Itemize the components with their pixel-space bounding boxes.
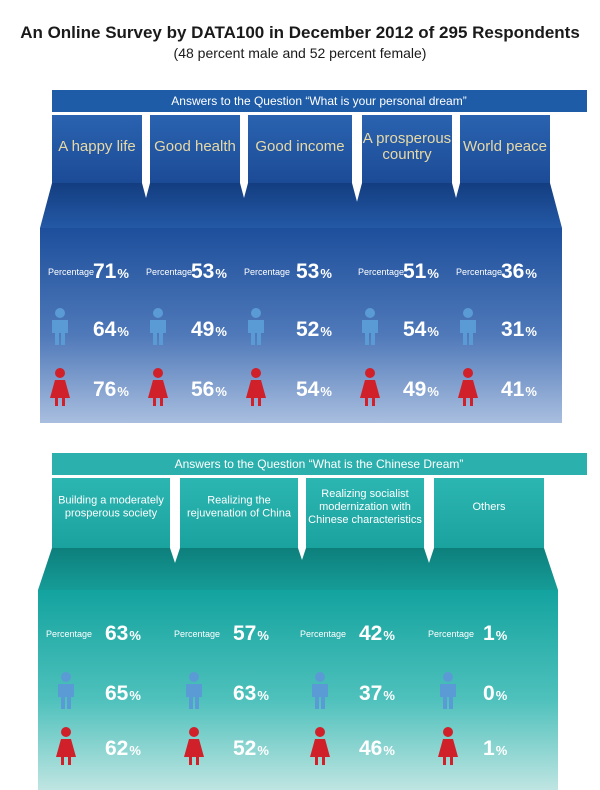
percentage-label: Percentage xyxy=(46,629,92,639)
female-person-icon xyxy=(50,368,70,406)
stat-value: 71% xyxy=(93,260,129,283)
chinese-dream-band xyxy=(52,453,587,475)
dream-card: Building a moderately prosperous society P… xyxy=(38,478,184,790)
dream-card: Good income Percentage 53% 52% 54% xyxy=(236,115,364,423)
card-header-panel xyxy=(460,115,550,183)
answer-label: Realizing the rejuvenation of China xyxy=(187,495,292,520)
stat-value: 42% xyxy=(359,622,395,645)
card-header-panel xyxy=(306,478,424,548)
stat-value: 0% xyxy=(483,682,508,705)
card-fold xyxy=(420,548,558,590)
answer-label: A happy life xyxy=(58,138,136,155)
female-person-icon xyxy=(310,727,330,765)
female-person-icon xyxy=(246,368,266,406)
stat-value: 63% xyxy=(105,622,141,645)
male-person-icon xyxy=(312,672,328,709)
female-person-icon xyxy=(148,368,168,406)
male-person-icon xyxy=(248,308,264,345)
chinese-dream-cards: Building a moderately prosperous society P… xyxy=(38,478,558,790)
card-header-panel xyxy=(434,478,544,548)
stat-value: 53% xyxy=(296,260,332,283)
percentage-label: Percentage xyxy=(146,267,192,277)
stat-value: 62% xyxy=(105,737,141,760)
male-person-icon xyxy=(362,308,378,345)
chart-title: An Online Survey by DATA100 in December … xyxy=(20,23,580,42)
stat-value: 46% xyxy=(359,737,395,760)
answer-label: Building a moderately prosperous society xyxy=(58,495,164,520)
dream-card: Realizing the rejuvenation of China Percen… xyxy=(166,478,312,790)
percentage-label: Percentage xyxy=(358,267,404,277)
card-header-panel xyxy=(248,115,352,183)
dream-card: Others Percentage 1% 0% 1% xyxy=(420,478,558,790)
answer-label: World peace xyxy=(463,138,547,155)
percentage-label: Percentage xyxy=(456,267,502,277)
card-fold xyxy=(292,548,438,590)
chart-subtitle: (48 percent male and 52 percent female) xyxy=(174,45,427,61)
answer-label: Good health xyxy=(154,138,236,155)
stat-value: 31% xyxy=(501,318,537,341)
stat-value: 53% xyxy=(191,260,227,283)
stat-value: 63% xyxy=(233,682,269,705)
stat-value: 76% xyxy=(93,378,129,401)
stat-value: 1% xyxy=(483,622,508,645)
card-fold xyxy=(38,548,184,590)
stat-value: 65% xyxy=(105,682,141,705)
stat-value: 52% xyxy=(296,318,332,341)
stat-value: 52% xyxy=(233,737,269,760)
stat-value: 54% xyxy=(296,378,332,401)
female-person-icon xyxy=(458,368,478,406)
card-fold xyxy=(236,183,364,228)
stat-value: 41% xyxy=(501,378,537,401)
answer-label: Others xyxy=(472,501,506,513)
female-person-icon xyxy=(56,727,76,765)
stat-value: 36% xyxy=(501,260,537,283)
female-person-icon xyxy=(360,368,380,406)
card-fold xyxy=(350,183,464,228)
stat-value: 37% xyxy=(359,682,395,705)
card-fold xyxy=(448,183,562,228)
answer-label: Realizing socialist modernization with Chi… xyxy=(308,488,422,526)
stat-value: 49% xyxy=(191,318,227,341)
card-header-panel xyxy=(52,478,170,548)
stat-value: 54% xyxy=(403,318,439,341)
card-header-panel xyxy=(150,115,240,183)
dream-card: Realizing socialist modernization with Chi… xyxy=(292,478,438,790)
answer-label: A prosperous country xyxy=(363,130,451,163)
percentage-label: Percentage xyxy=(174,629,220,639)
stat-value: 51% xyxy=(403,260,439,283)
male-person-icon xyxy=(52,308,68,345)
card-fold xyxy=(166,548,312,590)
answer-label: Good income xyxy=(255,138,344,155)
stat-value: 49% xyxy=(403,378,439,401)
personal-dream-band xyxy=(52,90,587,112)
stat-value: 56% xyxy=(191,378,227,401)
chinese-dream-question: Answers to the Question “What is the Chi… xyxy=(175,457,464,471)
card-fold xyxy=(138,183,252,228)
stat-value: 1% xyxy=(483,737,508,760)
percentage-label: Percentage xyxy=(300,629,346,639)
male-person-icon xyxy=(440,672,456,709)
male-person-icon xyxy=(460,308,476,345)
male-person-icon xyxy=(58,672,74,709)
stat-value: 64% xyxy=(93,318,129,341)
card-header-panel xyxy=(180,478,298,548)
percentage-label: Percentage xyxy=(48,267,94,277)
personal-dream-question: Answers to the Question “What is your pe… xyxy=(171,94,466,108)
card-header-panel xyxy=(362,115,452,183)
male-person-icon xyxy=(150,308,166,345)
stat-value: 57% xyxy=(233,622,269,645)
male-person-icon xyxy=(186,672,202,709)
card-header-panel xyxy=(52,115,142,183)
card-fold xyxy=(40,183,154,228)
percentage-label: Percentage xyxy=(244,267,290,277)
female-person-icon xyxy=(438,727,458,765)
female-person-icon xyxy=(184,727,204,765)
percentage-label: Percentage xyxy=(428,629,474,639)
